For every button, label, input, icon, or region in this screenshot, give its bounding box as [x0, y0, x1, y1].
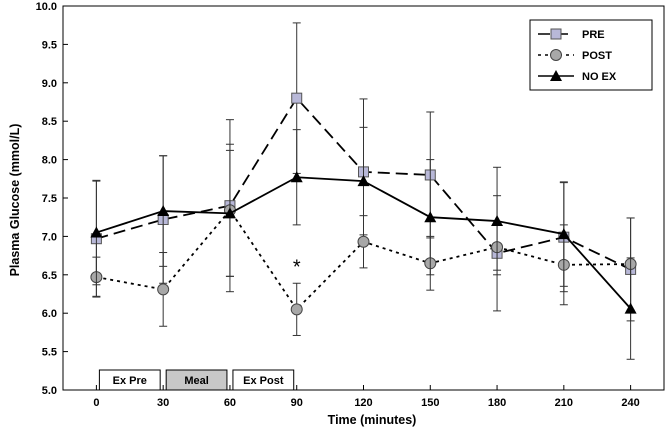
- y-tick-label: 7.0: [42, 231, 57, 243]
- x-tick-label: 90: [291, 397, 303, 409]
- x-tick-label: 180: [488, 397, 506, 409]
- data-point: [557, 228, 570, 240]
- period-box-label: Meal: [184, 375, 208, 387]
- data-point: [291, 92, 303, 104]
- annotation-layer: *: [293, 257, 301, 279]
- y-tick-label: 7.5: [42, 193, 57, 205]
- x-tick-label: 120: [354, 397, 372, 409]
- y-tick-label: 10.0: [36, 1, 57, 13]
- data-point: [624, 302, 637, 314]
- period-boxes: Ex Pre Meal Ex Post: [98, 369, 295, 391]
- legend-marker: [550, 28, 562, 40]
- x-tick-label: 150: [421, 397, 439, 409]
- period-box-rect: [98, 369, 161, 391]
- data-point: [157, 283, 170, 296]
- legend-label: POST: [582, 50, 612, 62]
- legend-item-no-ex: NO EX: [538, 70, 617, 83]
- data-point: [357, 175, 370, 187]
- data-point: [424, 211, 437, 223]
- period-box-label: Ex Post: [243, 375, 284, 387]
- legend: PRE POST NO EX: [529, 19, 653, 91]
- legend-item-pre: PRE: [538, 28, 605, 41]
- series-layer: [90, 22, 637, 360]
- x-tick-label: 210: [555, 397, 573, 409]
- y-tick-label: 9.5: [42, 39, 57, 51]
- series-no-ex: [90, 126, 637, 360]
- legend-item-post: POST: [538, 49, 612, 62]
- data-point: [491, 215, 504, 227]
- legend-marker: [550, 49, 562, 61]
- period-box-ex-pre: Ex Pre: [98, 369, 161, 391]
- y-tick-label: 6.0: [42, 308, 57, 320]
- data-point: [357, 235, 370, 248]
- legend-marker: [550, 70, 562, 81]
- data-point: [223, 207, 236, 219]
- axis-layer: 5.0 5.5 6.0 6.5 7.0 7.5 8.0 8.5 9.0 9.5 10.0 0 30 60 9…: [36, 1, 640, 409]
- y-tick-label: 8.5: [42, 116, 57, 128]
- data-point: [157, 205, 170, 217]
- period-box-ex-post: Ex Post: [232, 369, 295, 391]
- period-box-rect: [232, 369, 295, 391]
- significance-marker: *: [293, 257, 301, 279]
- x-tick-label: 60: [224, 397, 236, 409]
- x-tick-label: 30: [157, 397, 169, 409]
- data-point: [290, 303, 303, 316]
- period-box-label: Ex Pre: [113, 375, 147, 387]
- legend-label: PRE: [582, 29, 605, 41]
- x-tick-label: 0: [93, 397, 99, 409]
- data-point: [290, 171, 303, 183]
- data-point: [90, 226, 103, 238]
- y-tick-label: 6.5: [42, 270, 57, 282]
- legend-label: NO EX: [582, 71, 617, 83]
- period-box-rect: [165, 369, 228, 391]
- y-tick-label: 5.0: [42, 385, 57, 397]
- y-tick-label: 9.0: [42, 78, 57, 90]
- x-axis-label: Time (minutes): [328, 413, 417, 427]
- period-box-meal: Meal: [165, 369, 228, 391]
- x-tick-label: 240: [621, 397, 639, 409]
- y-tick-label: 8.0: [42, 155, 57, 167]
- y-axis-label: Plasma Glucose (mmol/L): [8, 124, 22, 277]
- y-tick-label: 5.5: [42, 347, 57, 359]
